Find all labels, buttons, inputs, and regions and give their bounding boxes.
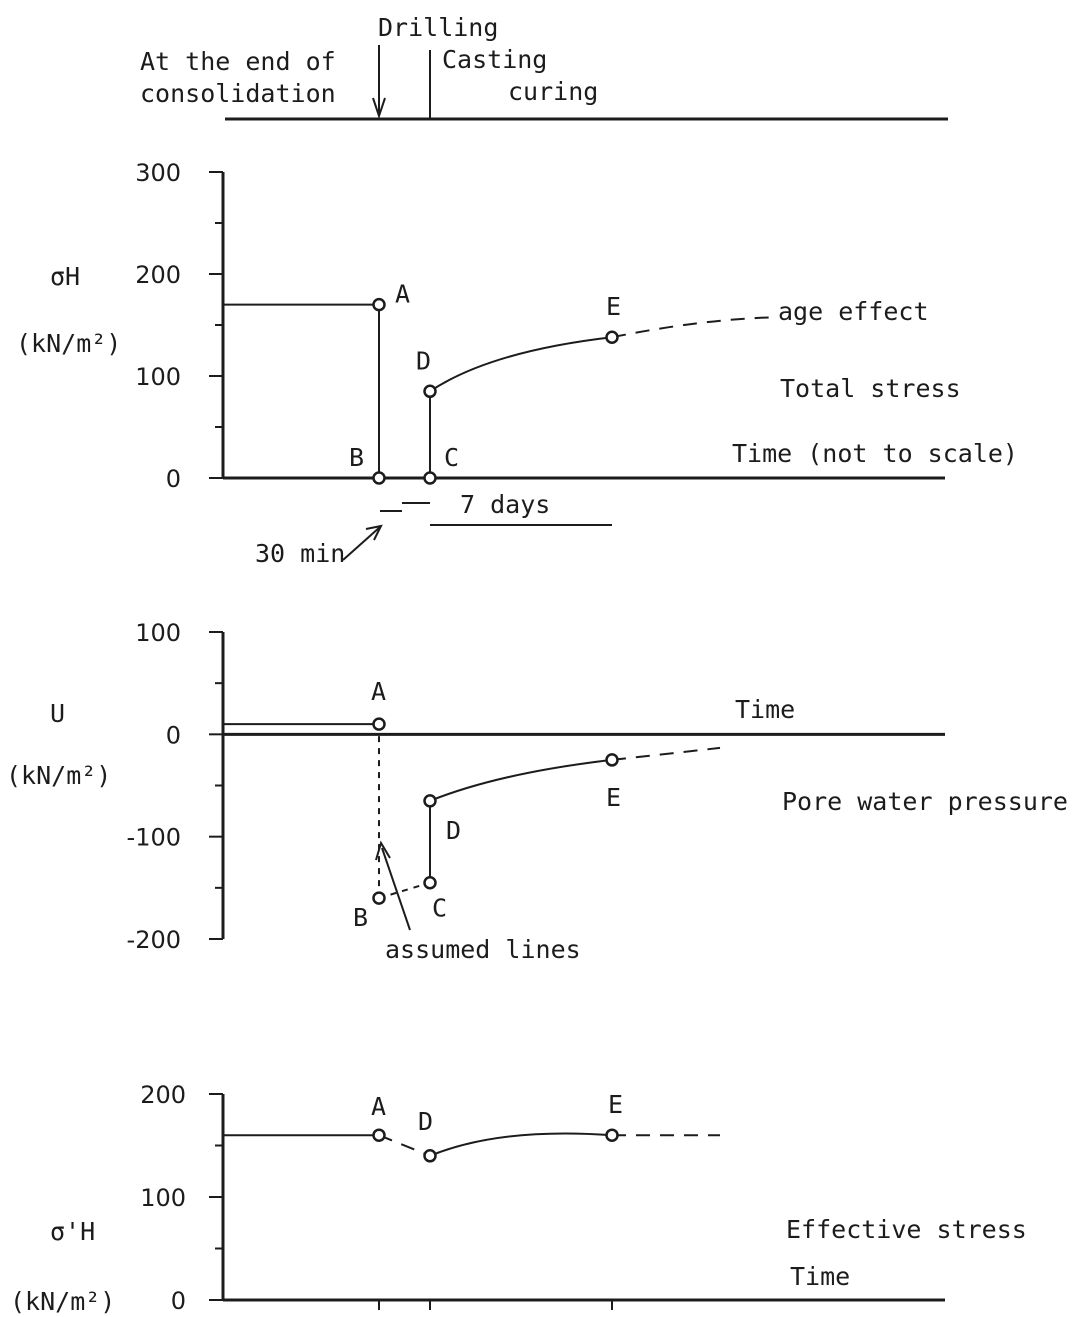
total-tick-label: 0 <box>166 465 181 493</box>
total-recovery-curve <box>429 336 613 393</box>
effective-point-label-a: A <box>371 1092 386 1121</box>
effective-recovery-curve <box>429 1132 613 1157</box>
total-age-effect-dash <box>611 316 776 339</box>
seven-days-label: 7 days <box>460 490 550 519</box>
pore-assumed-bc <box>378 881 431 900</box>
pore-point-label-b: B <box>353 903 368 932</box>
total-stress-panel: σH (kN/m²) Total stress Time (not to sca… <box>16 262 1018 568</box>
effective-stress-panel: σ'H (kN/m²) Effective stress Time <box>10 1215 1027 1316</box>
effective-xlabel: Time <box>790 1262 850 1291</box>
total-point-label-d: D <box>416 346 431 375</box>
effective-stress-title: Effective stress <box>786 1215 1027 1244</box>
effective-point-e <box>605 1128 619 1142</box>
effective-point-d <box>423 1149 437 1163</box>
pore-tick-label: 0 <box>166 721 181 749</box>
assumed-lines-pointer <box>381 847 411 931</box>
total-point-label-b: B <box>349 443 364 472</box>
thirty-min-pointer-head <box>365 524 383 541</box>
thirty-min-pointer <box>342 526 381 561</box>
assumed-lines-label: assumed lines <box>385 935 581 964</box>
pore-pressure-panel: U (kN/m²) Pore water pressure Time assum… <box>6 695 1068 964</box>
pore-point-d <box>423 794 437 808</box>
total-stress-title: Total stress <box>780 374 961 403</box>
stage-casting-label: Casting <box>442 45 547 74</box>
effective-ad-dash <box>378 1134 431 1157</box>
pore-point-e <box>605 753 619 767</box>
pore-point-b <box>372 891 386 905</box>
drilling-arrow-head <box>372 97 386 120</box>
stage-consolidation-line2: consolidation <box>140 79 336 108</box>
pore-extension-dash <box>611 746 721 761</box>
pore-point-label-d: D <box>446 816 461 845</box>
pore-recovery-curve <box>429 758 613 802</box>
pore-point-c <box>423 875 437 890</box>
stage-consolidation-line1: At the end of <box>140 47 336 76</box>
stage-drilling-label: Drilling <box>378 13 498 42</box>
effective-point-a <box>372 1128 386 1142</box>
thirty-min-label: 30 min <box>255 539 345 568</box>
total-xlabel: Time (not to scale) <box>732 439 1018 468</box>
effective-point-label-e: E <box>608 1090 623 1119</box>
effective-tick-label: 0 <box>171 1287 186 1315</box>
effective-tick-label: 200 <box>140 1081 186 1109</box>
total-point-label-e: E <box>606 292 621 321</box>
chart-marks: 0 100 200 300 A B C D E -200 -100 0 100 A B C D E 0 100 200 A… <box>127 159 945 1315</box>
timeline-header: At the end of consolidation Drilling Cas… <box>140 13 948 121</box>
effective-ylabel-unit: (kN/m²) <box>10 1287 115 1316</box>
pore-point-label-e: E <box>606 783 621 812</box>
total-ylabel-symbol: σH <box>50 262 80 291</box>
pore-point-label-c: C <box>432 894 447 923</box>
pore-tick-label: -100 <box>127 824 181 852</box>
pore-xlabel: Time <box>735 695 795 724</box>
total-point-c <box>423 471 437 485</box>
assumed-lines-pointer-head <box>375 840 391 861</box>
pore-ylabel-unit: (kN/m²) <box>6 761 111 790</box>
total-point-label-c: C <box>444 443 459 472</box>
effective-ylabel-symbol: σ'H <box>50 1217 95 1246</box>
total-point-a <box>372 297 386 312</box>
pore-tick-label: 100 <box>135 619 181 647</box>
effective-tick-label: 100 <box>140 1184 186 1212</box>
effective-point-label-d: D <box>418 1107 433 1136</box>
pore-tick-label: -200 <box>127 926 181 954</box>
pore-pressure-title: Pore water pressure <box>782 787 1068 816</box>
stage-curing-label: curing <box>508 77 598 106</box>
total-point-e <box>605 330 619 344</box>
total-tick-label: 300 <box>135 159 181 187</box>
total-point-b <box>372 471 386 485</box>
total-tick-label: 200 <box>135 261 181 289</box>
pore-point-label-a: A <box>371 677 386 706</box>
total-ylabel-unit: (kN/m²) <box>16 329 121 358</box>
age-effect-label: age effect <box>778 297 929 326</box>
total-tick-label: 100 <box>135 363 181 391</box>
total-point-label-a: A <box>395 280 410 309</box>
pore-ylabel-symbol: U <box>50 699 65 728</box>
pore-point-a <box>372 717 386 731</box>
total-point-d <box>423 384 437 399</box>
